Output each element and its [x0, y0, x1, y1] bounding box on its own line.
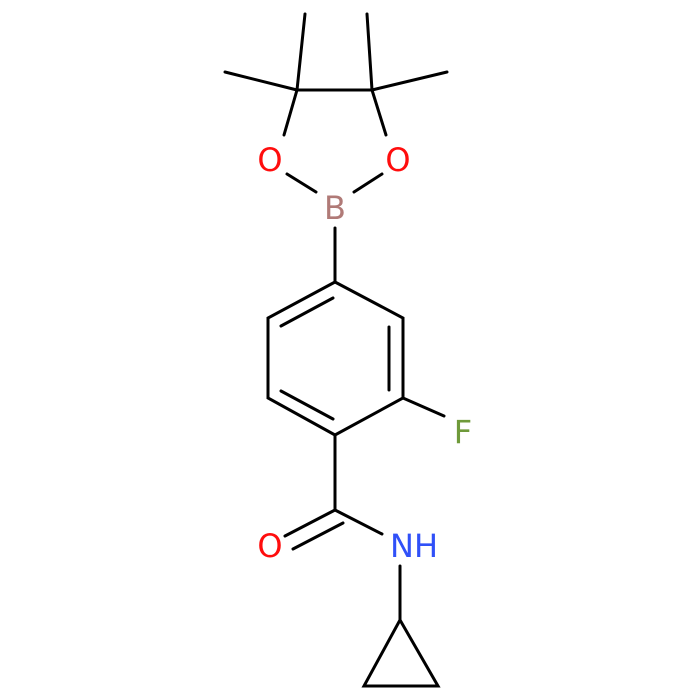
- bond: [291, 521, 345, 551]
- bond: [285, 172, 318, 194]
- atom-label: O: [257, 141, 282, 179]
- atom-label: O: [257, 527, 282, 565]
- bond: [282, 88, 299, 137]
- bond: [365, 12, 374, 92]
- bond: [370, 88, 388, 137]
- bonds: [223, 12, 449, 688]
- bond: [295, 12, 307, 92]
- cyclopropyl-ring: [361, 616, 441, 688]
- bond: [223, 70, 299, 92]
- atom-label: B: [324, 189, 346, 227]
- bond: [279, 389, 335, 421]
- bond: [279, 296, 335, 328]
- bond: [352, 172, 384, 194]
- benzene-ring: [266, 280, 405, 437]
- bond: [401, 396, 446, 418]
- atom-label: NH: [390, 527, 438, 565]
- bond: [283, 508, 337, 538]
- bond: [370, 70, 449, 92]
- atom-label: F: [454, 413, 472, 451]
- bond: [333, 508, 384, 536]
- atom-label: O: [385, 141, 410, 179]
